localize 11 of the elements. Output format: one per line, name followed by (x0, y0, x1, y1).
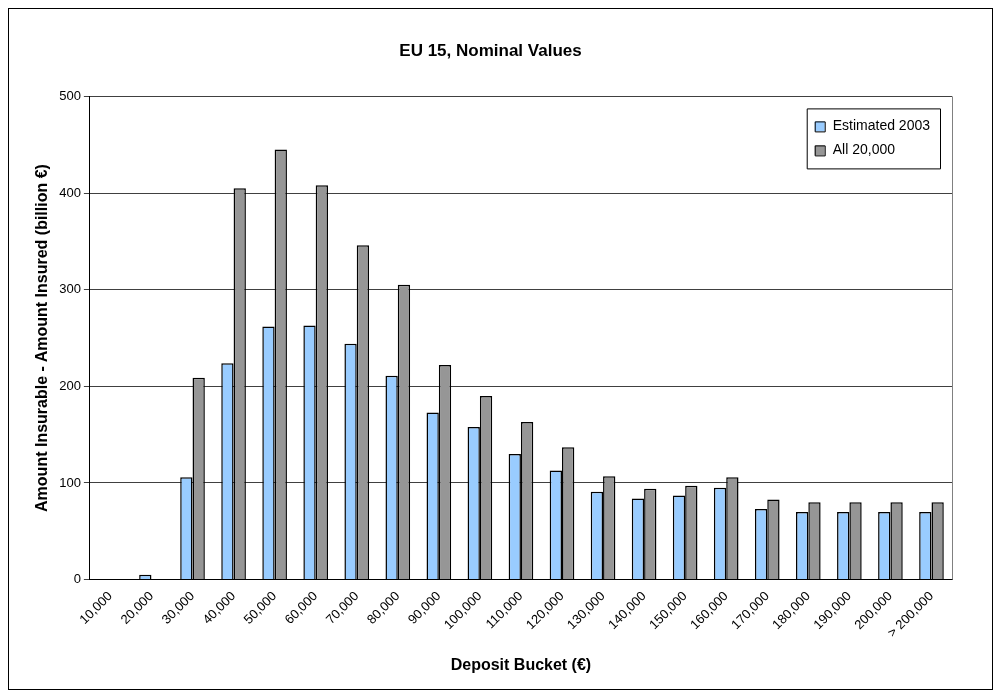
legend-label: Estimated 2003 (832, 117, 931, 134)
legend-label: All 20,000 (832, 141, 896, 158)
y-tick-label: 0 (73, 571, 81, 587)
chart-title: EU 15, Nominal Values (399, 40, 582, 60)
y-tick-label: 400 (59, 184, 81, 200)
x-axis-title: Deposit Bucket (€) (450, 655, 592, 673)
y-tick-label: 100 (59, 474, 81, 490)
y-tick-label: 300 (59, 281, 81, 297)
y-tick-label: 200 (59, 377, 81, 393)
y-axis-title: Amount Insurable - Amount Insured (billion €) (33, 164, 51, 512)
y-tick-label: 500 (59, 87, 81, 103)
